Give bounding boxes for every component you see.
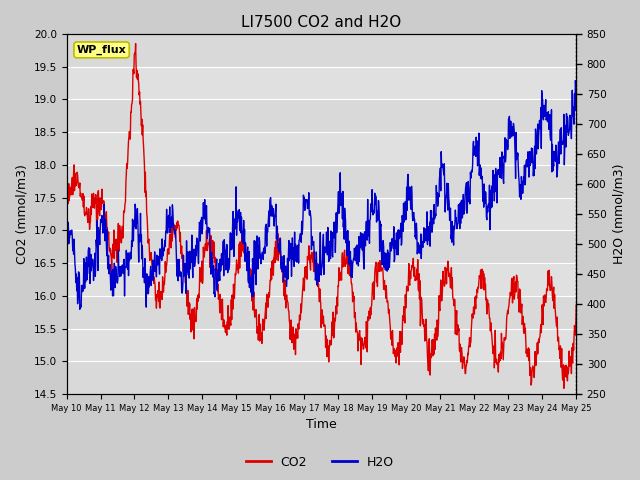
H2O	[119, 264, 127, 270]
Title: LI7500 CO2 and H2O: LI7500 CO2 and H2O	[241, 15, 401, 30]
H2O	[143, 304, 150, 310]
Bar	[67, 296, 576, 329]
Bar	[67, 34, 576, 67]
H2O	[76, 306, 84, 312]
CO2	[143, 189, 150, 194]
CO2	[515, 296, 522, 301]
CO2	[514, 278, 522, 284]
X-axis label: Time: Time	[306, 419, 337, 432]
H2O	[572, 96, 580, 101]
H2O	[514, 150, 522, 156]
H2O	[373, 208, 381, 214]
H2O	[572, 78, 579, 84]
Line: H2O: H2O	[67, 81, 576, 309]
CO2	[572, 302, 580, 308]
Y-axis label: CO2 (mmol/m3): CO2 (mmol/m3)	[15, 164, 28, 264]
CO2	[132, 41, 140, 47]
CO2	[461, 361, 468, 367]
Line: CO2: CO2	[67, 44, 576, 388]
H2O	[515, 164, 522, 170]
Legend: CO2, H2O: CO2, H2O	[241, 451, 399, 474]
Bar	[67, 361, 576, 394]
Bar	[67, 165, 576, 198]
Bar	[67, 99, 576, 132]
CO2	[560, 385, 568, 391]
H2O	[63, 230, 70, 236]
CO2	[63, 205, 70, 211]
CO2	[373, 269, 381, 275]
H2O	[461, 206, 468, 212]
Text: WP_flux: WP_flux	[77, 45, 127, 55]
Bar	[67, 230, 576, 263]
CO2	[118, 224, 126, 229]
Y-axis label: H2O (mmol/m3): H2O (mmol/m3)	[612, 164, 625, 264]
